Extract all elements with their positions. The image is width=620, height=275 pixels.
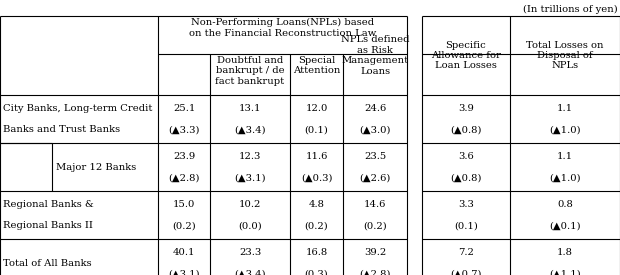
Text: 10.2: 10.2	[239, 200, 261, 209]
Text: 4.8: 4.8	[309, 200, 324, 209]
Text: (▲0.1): (▲0.1)	[549, 221, 581, 230]
Text: 25.1: 25.1	[173, 104, 195, 113]
Text: (▲3.4): (▲3.4)	[234, 269, 266, 275]
Text: (▲2.6): (▲2.6)	[360, 173, 391, 182]
Text: 40.1: 40.1	[173, 248, 195, 257]
Text: (▲1.1): (▲1.1)	[549, 269, 581, 275]
Text: Banks and Trust Banks: Banks and Trust Banks	[3, 125, 120, 134]
Text: 39.2: 39.2	[364, 248, 386, 257]
Text: (▲3.0): (▲3.0)	[359, 125, 391, 134]
Text: (0.1): (0.1)	[304, 125, 329, 134]
Text: Non-Performing Loans(NPLs) based
on the Financial Reconstruction Law: Non-Performing Loans(NPLs) based on the …	[189, 18, 376, 37]
Text: NPLs defined
as Risk
Management
Loans: NPLs defined as Risk Management Loans	[341, 35, 409, 76]
Text: 23.5: 23.5	[364, 152, 386, 161]
Text: 7.2: 7.2	[458, 248, 474, 257]
Text: Doubtful and
bankrupt / de
fact bankrupt: Doubtful and bankrupt / de fact bankrupt	[215, 56, 285, 86]
Text: 23.9: 23.9	[173, 152, 195, 161]
Text: Regional Banks II: Regional Banks II	[3, 221, 93, 230]
Text: (▲3.1): (▲3.1)	[168, 269, 200, 275]
Text: 24.6: 24.6	[364, 104, 386, 113]
Text: (▲3.1): (▲3.1)	[234, 173, 266, 182]
Text: (0.2): (0.2)	[172, 221, 196, 230]
Text: Regional Banks &: Regional Banks &	[3, 200, 94, 209]
Text: Major 12 Banks: Major 12 Banks	[56, 163, 136, 172]
Text: (▲0.8): (▲0.8)	[450, 173, 482, 182]
Text: Total Losses on
Disposal of
NPLs: Total Losses on Disposal of NPLs	[526, 41, 604, 70]
Text: (▲0.7): (▲0.7)	[450, 269, 482, 275]
Text: 3.9: 3.9	[458, 104, 474, 113]
Text: 1.1: 1.1	[557, 152, 573, 161]
Text: 23.3: 23.3	[239, 248, 261, 257]
Text: Special
Attention: Special Attention	[293, 56, 340, 75]
Text: Specific
Allowance for
Loan Losses: Specific Allowance for Loan Losses	[431, 41, 501, 70]
Text: (0.3): (0.3)	[304, 269, 329, 275]
Text: (▲1.0): (▲1.0)	[549, 173, 581, 182]
Text: (▲3.4): (▲3.4)	[234, 125, 266, 134]
Text: 14.6: 14.6	[364, 200, 386, 209]
Text: City Banks, Long-term Credit: City Banks, Long-term Credit	[3, 104, 153, 113]
Text: (▲1.0): (▲1.0)	[549, 125, 581, 134]
Text: (0.2): (0.2)	[363, 221, 387, 230]
Text: 12.3: 12.3	[239, 152, 261, 161]
Text: (▲2.8): (▲2.8)	[168, 173, 200, 182]
Text: 12.0: 12.0	[305, 104, 328, 113]
Text: (▲3.3): (▲3.3)	[168, 125, 200, 134]
Text: (0.0): (0.0)	[238, 221, 262, 230]
Text: (0.1): (0.1)	[454, 221, 478, 230]
Text: 13.1: 13.1	[239, 104, 261, 113]
Text: 1.1: 1.1	[557, 104, 573, 113]
Text: (0.2): (0.2)	[304, 221, 329, 230]
Text: (▲2.8): (▲2.8)	[359, 269, 391, 275]
Text: 3.6: 3.6	[458, 152, 474, 161]
Text: (In trillions of yen): (In trillions of yen)	[523, 5, 618, 14]
Text: 3.3: 3.3	[458, 200, 474, 209]
Text: Total of All Banks: Total of All Banks	[3, 258, 92, 268]
Text: (▲0.8): (▲0.8)	[450, 125, 482, 134]
Text: 11.6: 11.6	[305, 152, 328, 161]
Text: 1.8: 1.8	[557, 248, 573, 257]
Text: 0.8: 0.8	[557, 200, 573, 209]
Text: 15.0: 15.0	[173, 200, 195, 209]
Text: (▲0.3): (▲0.3)	[301, 173, 332, 182]
Text: 16.8: 16.8	[306, 248, 327, 257]
